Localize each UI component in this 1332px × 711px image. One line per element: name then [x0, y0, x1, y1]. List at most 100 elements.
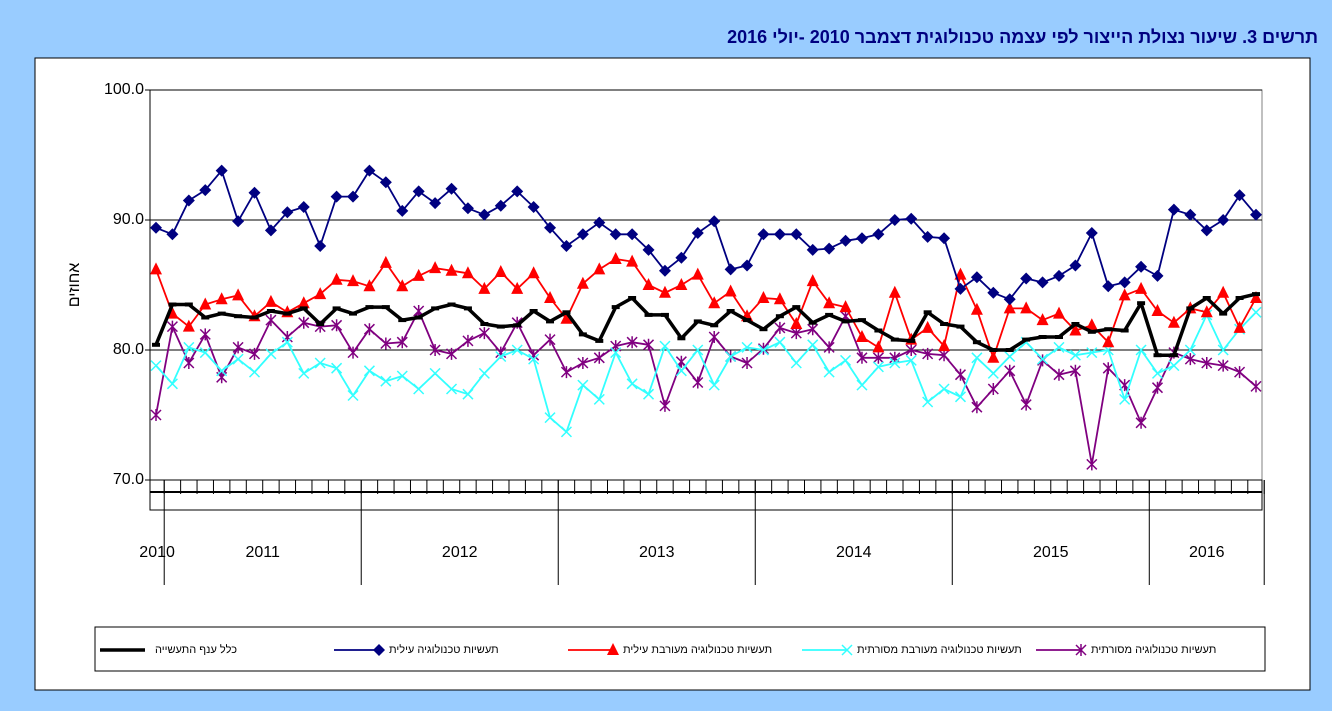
marker: [429, 344, 441, 356]
marker: [429, 197, 442, 210]
marker: [183, 357, 195, 369]
marker: [577, 379, 589, 391]
marker: [560, 311, 573, 324]
marker: [807, 323, 819, 336]
marker: [1036, 276, 1049, 289]
marker: [1069, 349, 1081, 361]
marker: [150, 360, 162, 372]
marker: [199, 297, 212, 310]
marker: [593, 351, 605, 364]
chart-title: תרשים 3. שיעור נצולת הייצור לפי עצמה טכנ…: [727, 27, 1318, 47]
marker: [1118, 288, 1131, 301]
marker: [445, 347, 458, 360]
marker: [593, 393, 605, 405]
marker: [1118, 276, 1131, 289]
marker: [987, 367, 999, 379]
marker: [215, 292, 228, 305]
marker: [577, 357, 589, 369]
marker: [938, 383, 950, 395]
marker: [675, 365, 687, 377]
marker: [1102, 335, 1115, 348]
marker: [823, 242, 836, 255]
marker: [150, 262, 162, 275]
marker: [150, 409, 162, 421]
x-group-label: 2016: [1189, 544, 1225, 561]
marker: [757, 342, 769, 355]
marker: [905, 354, 917, 366]
marker: [478, 208, 491, 221]
marker: [576, 276, 589, 289]
x-group-label: 2013: [639, 544, 675, 561]
y-tick-label: 100.0: [104, 81, 144, 98]
marker: [1168, 360, 1180, 372]
marker: [363, 323, 375, 336]
marker: [970, 302, 983, 315]
marker: [757, 344, 769, 356]
marker: [888, 214, 901, 226]
marker: [1250, 208, 1262, 221]
marker: [1217, 214, 1230, 226]
marker: [938, 349, 950, 362]
marker: [905, 212, 918, 225]
marker: [839, 234, 852, 247]
marker: [232, 288, 245, 301]
marker: [905, 344, 917, 356]
y-tick-label: 80.0: [113, 341, 144, 358]
y-tick-label: 90.0: [113, 211, 144, 228]
marker: [1135, 416, 1147, 429]
legend-label: תעשיות טכנולוגיה מסורתית: [1091, 643, 1216, 656]
marker: [478, 281, 491, 294]
marker: [806, 274, 819, 287]
marker: [1135, 281, 1148, 294]
marker: [1233, 320, 1246, 333]
x-group-label: 2015: [1033, 544, 1069, 561]
marker: [987, 383, 999, 395]
marker: [741, 341, 753, 353]
marker: [1151, 269, 1164, 282]
marker: [429, 261, 442, 274]
marker: [954, 368, 967, 381]
marker: [1086, 458, 1098, 471]
marker: [971, 401, 983, 414]
legend-label: תעשיות טכנולוגיה מעורבת מסורתית: [857, 643, 1022, 656]
marker: [954, 267, 967, 280]
marker: [1250, 380, 1262, 393]
legend-label: תעשיות טכנולוגיה עילית: [389, 643, 499, 656]
marker: [741, 357, 753, 369]
marker: [1020, 272, 1033, 285]
marker: [708, 215, 721, 228]
marker: [1201, 357, 1213, 369]
marker: [773, 292, 786, 305]
marker: [954, 391, 967, 403]
marker: [823, 341, 835, 354]
marker: [1053, 341, 1065, 353]
marker: [281, 336, 293, 348]
marker: [331, 362, 343, 374]
marker: [314, 357, 326, 369]
marker: [658, 264, 671, 277]
marker: [373, 644, 385, 656]
marker: [445, 383, 458, 395]
marker: [281, 206, 294, 219]
marker: [774, 321, 786, 334]
marker: [380, 375, 392, 387]
marker: [708, 331, 720, 343]
marker: [511, 344, 523, 356]
marker: [199, 184, 212, 197]
marker: [855, 330, 868, 342]
marker: [708, 379, 720, 391]
marker: [807, 339, 819, 351]
marker: [921, 320, 934, 333]
marker: [938, 339, 951, 352]
marker: [1102, 362, 1114, 375]
x-group-label: 2012: [442, 544, 478, 561]
marker: [841, 644, 853, 656]
marker: [314, 287, 327, 300]
marker: [1234, 366, 1246, 379]
marker: [1004, 350, 1016, 363]
marker: [1119, 393, 1131, 405]
marker: [347, 190, 360, 203]
marker: [331, 319, 343, 332]
marker: [1250, 306, 1262, 318]
